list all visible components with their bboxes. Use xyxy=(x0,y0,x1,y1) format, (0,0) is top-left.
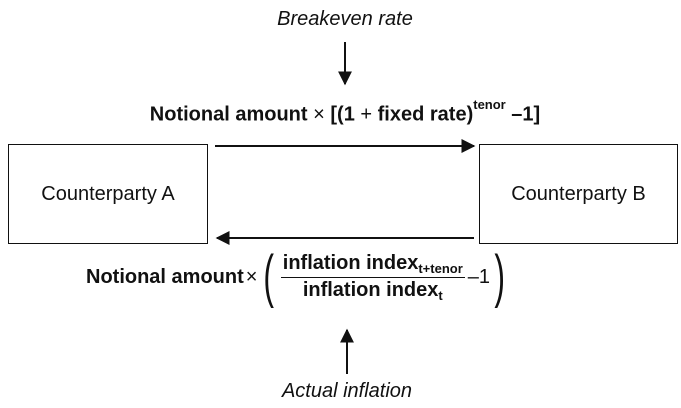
breakeven-rate-caption: Breakeven rate xyxy=(277,8,413,30)
fixed-leg-lead: Notional amount xyxy=(149,103,308,126)
open-paren: ( xyxy=(263,244,275,309)
actual-inflation-caption: Actual inflation xyxy=(281,380,413,402)
numerator-text: inflation index xyxy=(282,252,419,274)
minus-one: –1 xyxy=(467,265,491,288)
fixed-leg-plus: + xyxy=(360,103,373,126)
numerator-subscript: t+tenor xyxy=(418,261,463,276)
fixed-leg-exponent: tenor xyxy=(473,97,506,112)
fixed-leg-times: × xyxy=(313,103,325,126)
denominator-subscript: t xyxy=(438,288,443,303)
fixed-leg-body: fixed rate) xyxy=(377,103,474,126)
fixed-leg-tail: –1] xyxy=(511,103,541,126)
inflation-ratio: inflation indext+tenor inflation indext xyxy=(280,252,465,303)
close-paren: ) xyxy=(494,244,505,309)
ratio-denominator: inflation indext xyxy=(302,278,443,303)
fixed-leg-formula: Notional amount × [(1 + fixed rate)tenor… xyxy=(149,97,541,127)
counterparty-b-box: Counterparty B xyxy=(479,144,678,244)
counterparty-a-box: Counterparty A xyxy=(8,144,208,244)
ratio-numerator: inflation indext+tenor xyxy=(280,252,465,278)
fixed-leg-open: [(1 xyxy=(330,103,355,126)
inflation-leg-formula: Notional amount × ( inflation indext+ten… xyxy=(86,248,509,306)
inflation-leg-times: × xyxy=(245,265,258,288)
denominator-text: inflation index xyxy=(302,279,439,301)
inflation-leg-lead: Notional amount xyxy=(86,265,244,288)
